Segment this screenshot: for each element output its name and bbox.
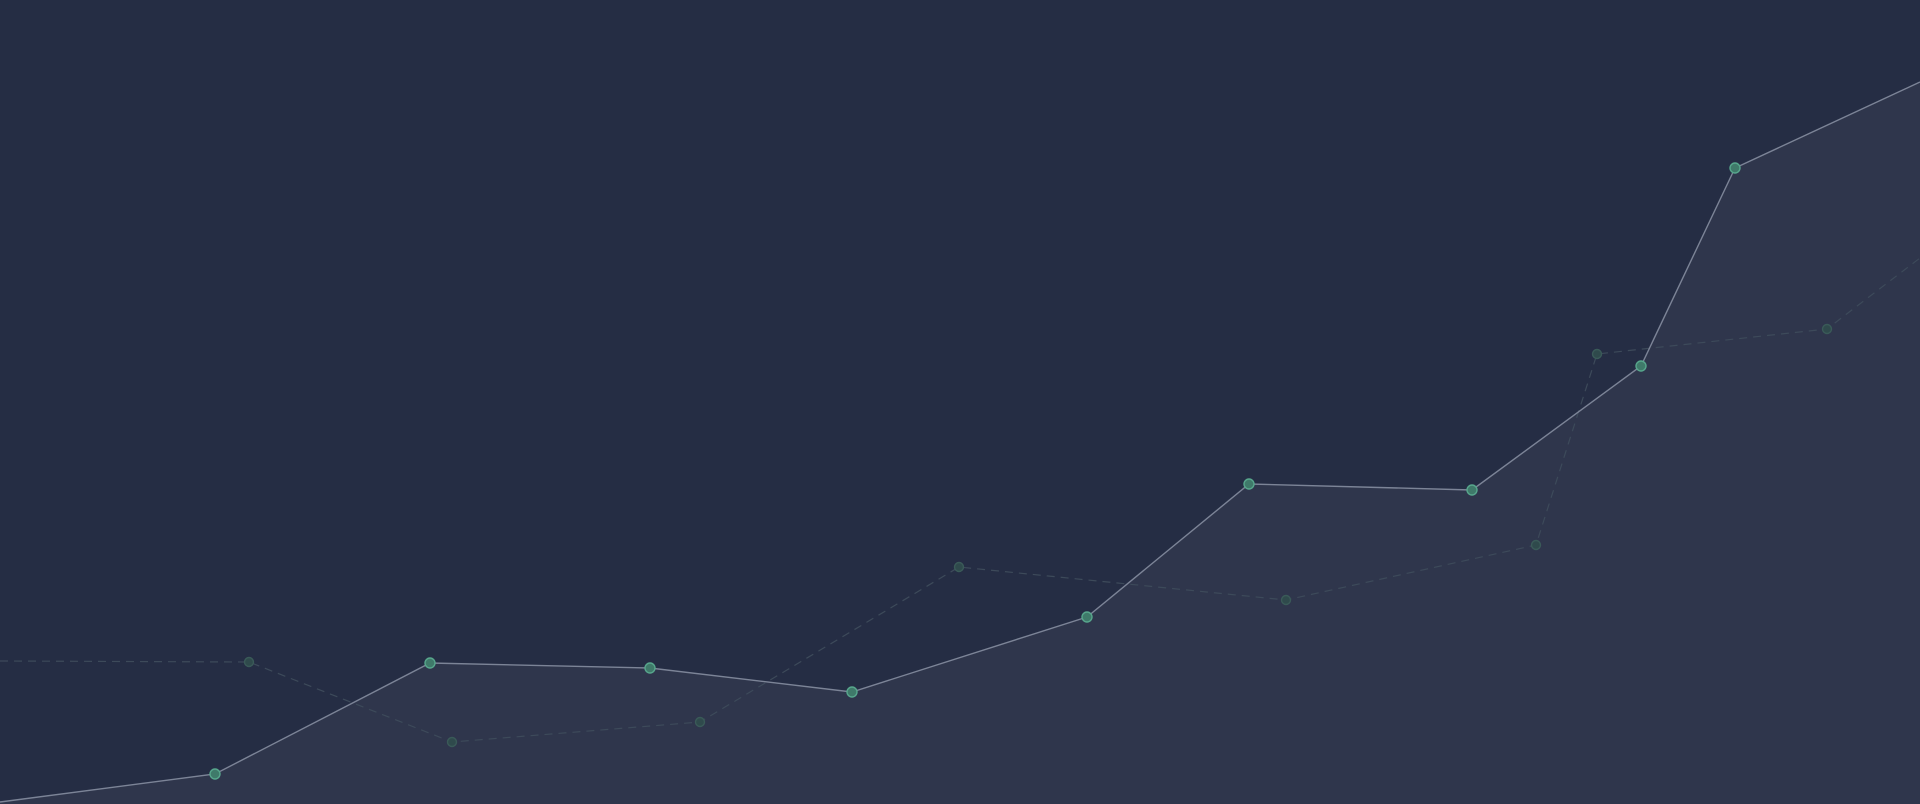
series-1-point-2[interactable] — [209, 768, 221, 780]
series-2-point-9[interactable] — [1821, 323, 1833, 335]
series-2-point-2[interactable] — [243, 656, 255, 668]
series-areas — [0, 82, 1920, 804]
series-markers — [209, 162, 1833, 780]
series-2-point-3[interactable] — [446, 736, 458, 748]
series-2-point-4[interactable] — [694, 716, 706, 728]
series-1-point-6[interactable] — [1081, 611, 1093, 623]
series-1-area — [0, 82, 1920, 804]
series-1-point-3[interactable] — [424, 657, 436, 669]
series-1-point-7[interactable] — [1243, 478, 1255, 490]
series-1-point-8[interactable] — [1466, 484, 1478, 496]
series-1-point-5[interactable] — [846, 686, 858, 698]
series-1-point-10[interactable] — [1729, 162, 1741, 174]
series-1-point-4[interactable] — [644, 662, 656, 674]
series-2-line — [0, 257, 1920, 743]
series-2-point-5[interactable] — [953, 561, 965, 573]
series-2-point-6[interactable] — [1280, 594, 1292, 606]
series-1-point-9[interactable] — [1635, 360, 1647, 372]
series-2-point-8[interactable] — [1591, 348, 1603, 360]
series-2-point-7[interactable] — [1530, 539, 1542, 551]
